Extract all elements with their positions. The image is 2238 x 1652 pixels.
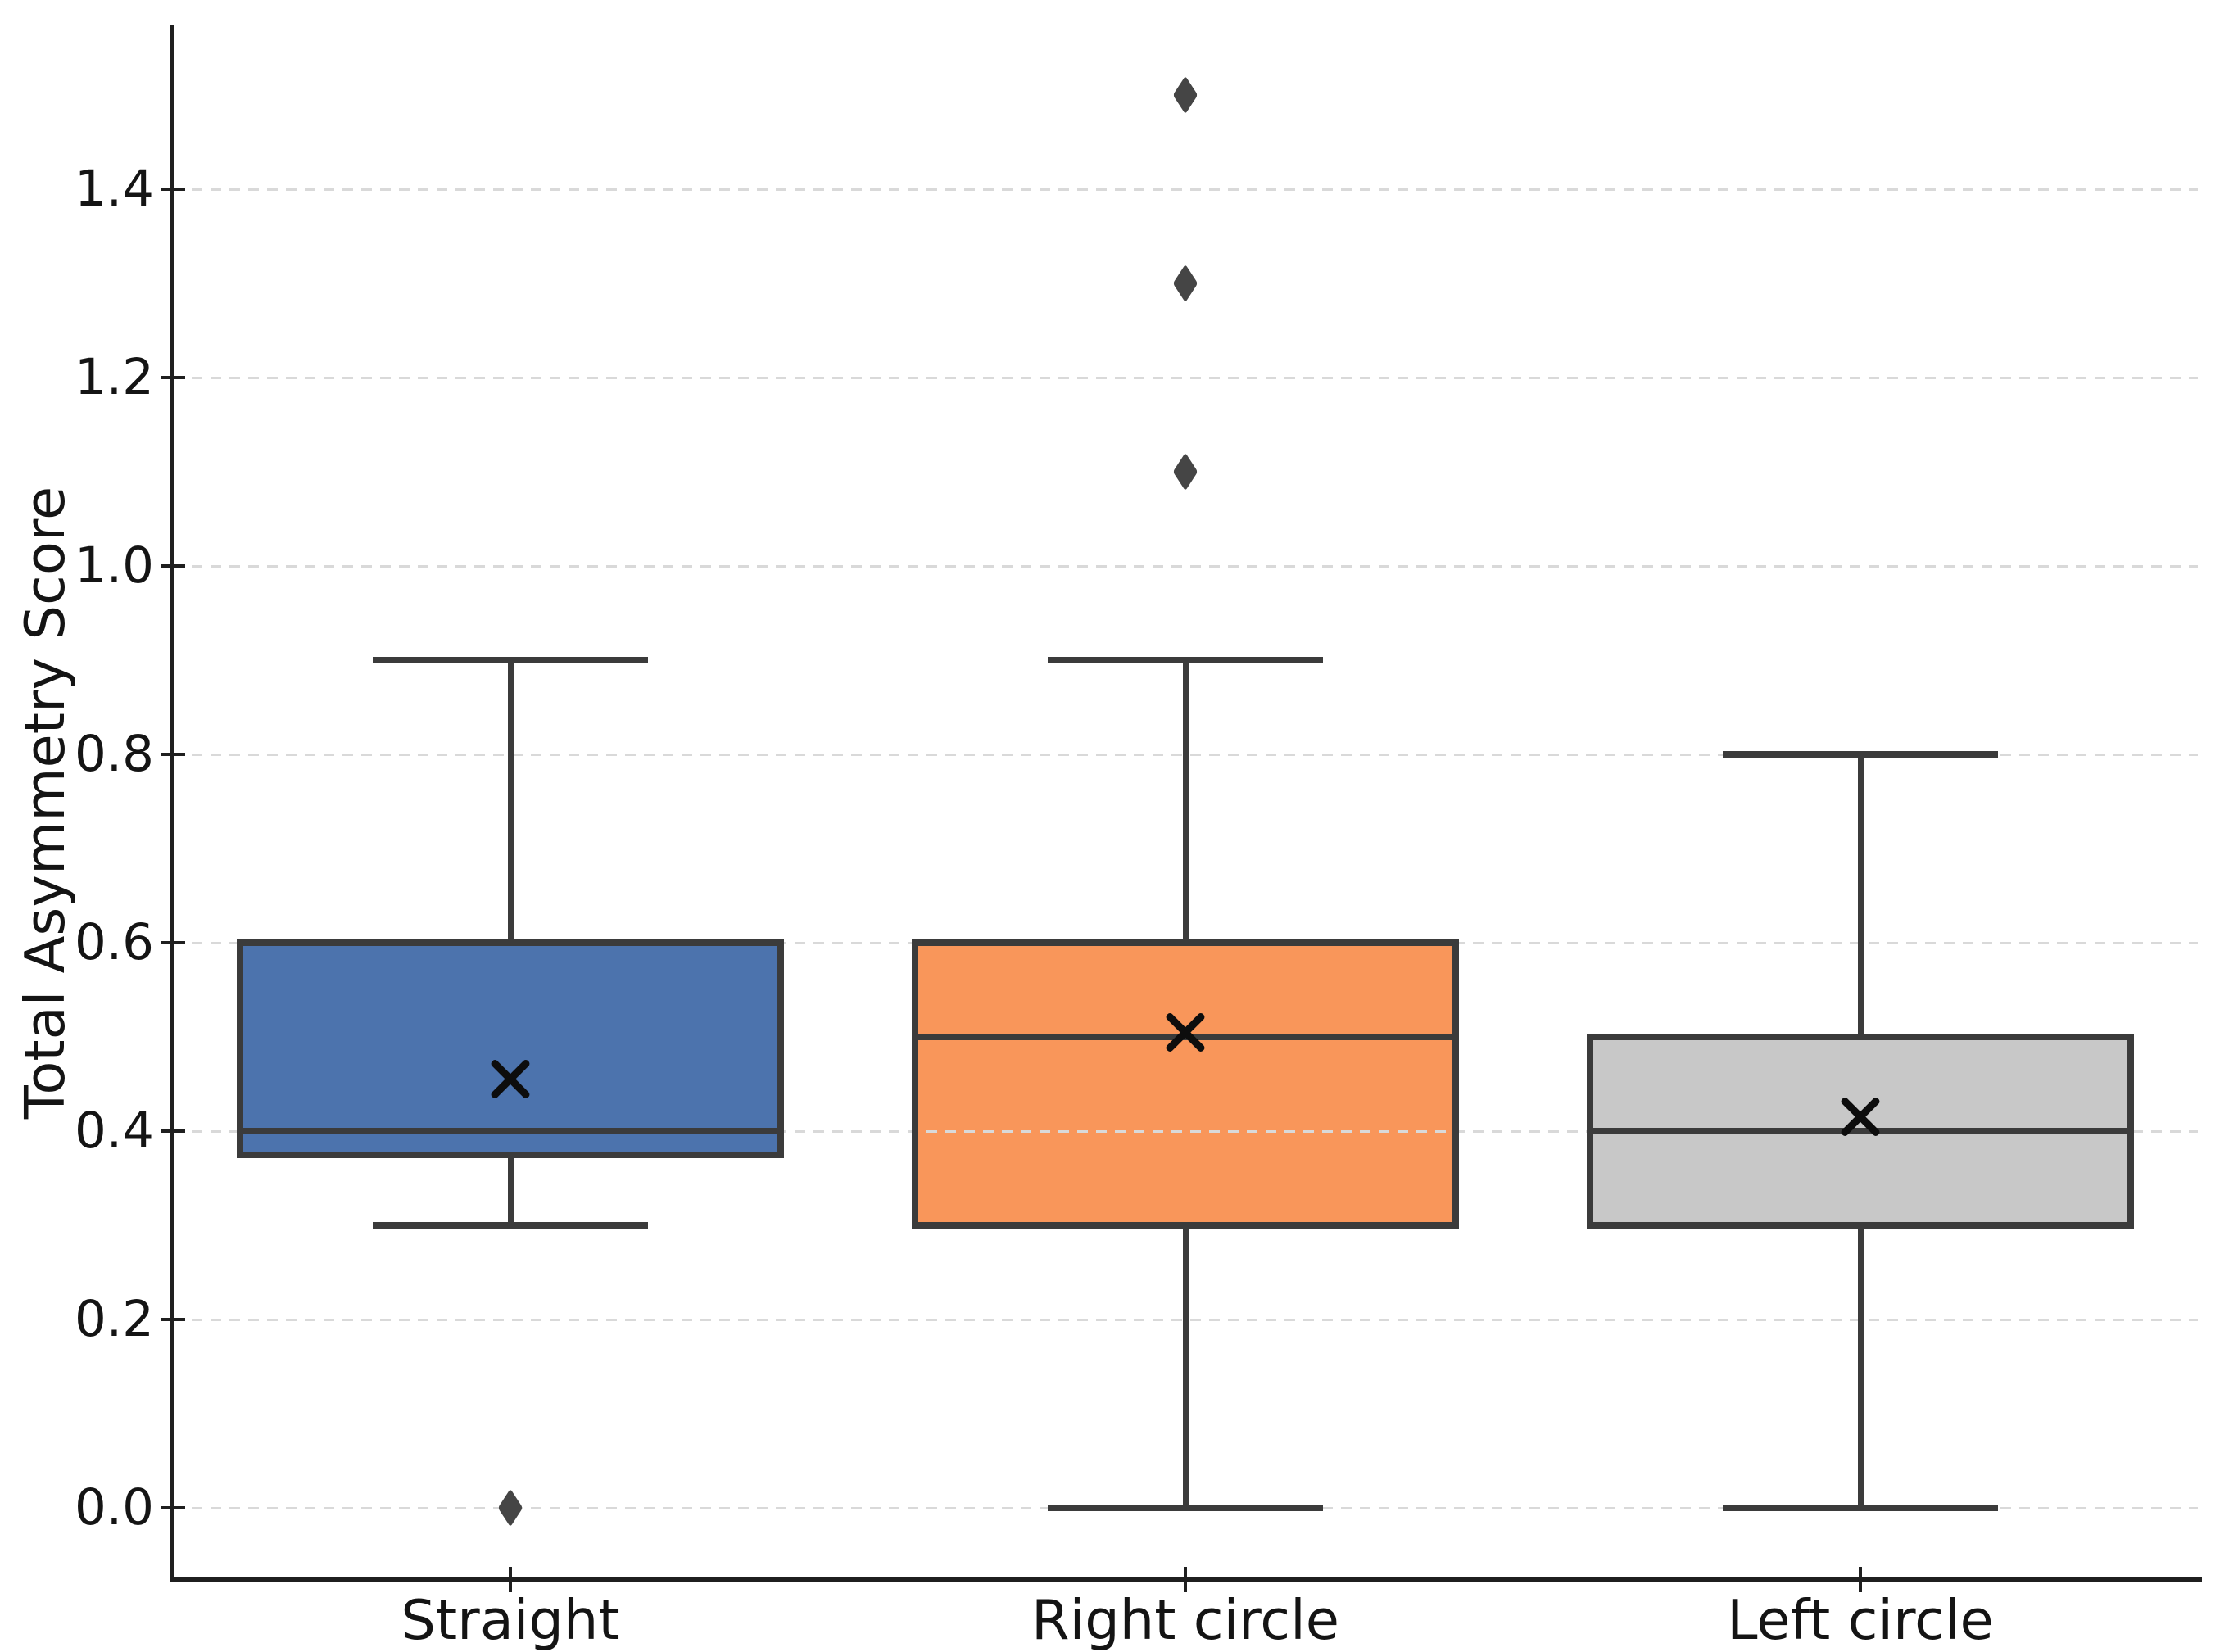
whisker-stem-upper-2 [1857, 754, 1864, 1034]
y-tick-label-0.6: 0.6 [74, 913, 154, 971]
outlier-diamond-1-0 [1172, 452, 1198, 491]
y-tick-label-0.2: 0.2 [74, 1290, 154, 1348]
box-fill-0 [240, 943, 781, 1155]
y-tick-label-0.8: 0.8 [74, 725, 154, 783]
y-tick-mark-0.6 [161, 941, 185, 944]
x-tick-label-0: Straight [401, 1588, 620, 1652]
y-tick-mark-0.4 [161, 1129, 185, 1133]
y-tick-mark-1.2 [161, 376, 185, 379]
median-line-2 [1590, 1128, 2131, 1134]
whisker-cap-high-2 [1723, 751, 1998, 758]
y-tick-label-0.0: 0.0 [74, 1478, 154, 1537]
box-fill-1 [915, 943, 1456, 1225]
gridline-y-1.0 [173, 564, 2198, 568]
gridline-y-1.4 [173, 188, 2198, 191]
y-axis-spine [170, 25, 174, 1582]
whisker-stem-lower-2 [1857, 1229, 1864, 1508]
y-tick-mark-1.0 [161, 564, 185, 568]
whisker-cap-low-2 [1723, 1505, 1998, 1511]
y-tick-label-0.4: 0.4 [74, 1102, 154, 1160]
x-tick-label-2: Left circle [1727, 1588, 1994, 1652]
box-border-1 [912, 939, 1459, 1229]
whisker-stem-lower-0 [507, 1157, 514, 1225]
whisker-stem-upper-0 [507, 660, 514, 939]
whisker-cap-low-0 [373, 1222, 648, 1229]
whisker-cap-low-1 [1048, 1505, 1323, 1511]
x-tick-mark-2 [1859, 1567, 1862, 1592]
y-tick-mark-0.0 [161, 1506, 185, 1509]
y-tick-mark-0.8 [161, 753, 185, 756]
outlier-diamond-0-0 [497, 1488, 523, 1528]
outlier-diamond-1-2 [1172, 75, 1198, 115]
gridline-y-0.4 [173, 1129, 2198, 1133]
x-tick-mark-0 [509, 1567, 512, 1592]
x-tick-mark-1 [1184, 1567, 1187, 1592]
y-tick-label-1.0: 1.0 [74, 536, 154, 595]
median-line-0 [240, 1128, 781, 1134]
outlier-diamond-1-1 [1172, 264, 1198, 303]
y-tick-mark-0.2 [161, 1318, 185, 1321]
x-tick-label-1: Right circle [1031, 1588, 1339, 1652]
whisker-stem-upper-1 [1182, 660, 1189, 939]
whisker-stem-lower-1 [1182, 1229, 1189, 1508]
y-tick-mark-1.4 [161, 188, 185, 191]
y-tick-label-1.2: 1.2 [74, 348, 154, 406]
box-border-0 [237, 939, 784, 1158]
whisker-cap-high-1 [1048, 657, 1323, 663]
y-tick-label-1.4: 1.4 [74, 160, 154, 218]
gridline-y-1.2 [173, 376, 2198, 379]
whisker-cap-high-0 [373, 657, 648, 663]
